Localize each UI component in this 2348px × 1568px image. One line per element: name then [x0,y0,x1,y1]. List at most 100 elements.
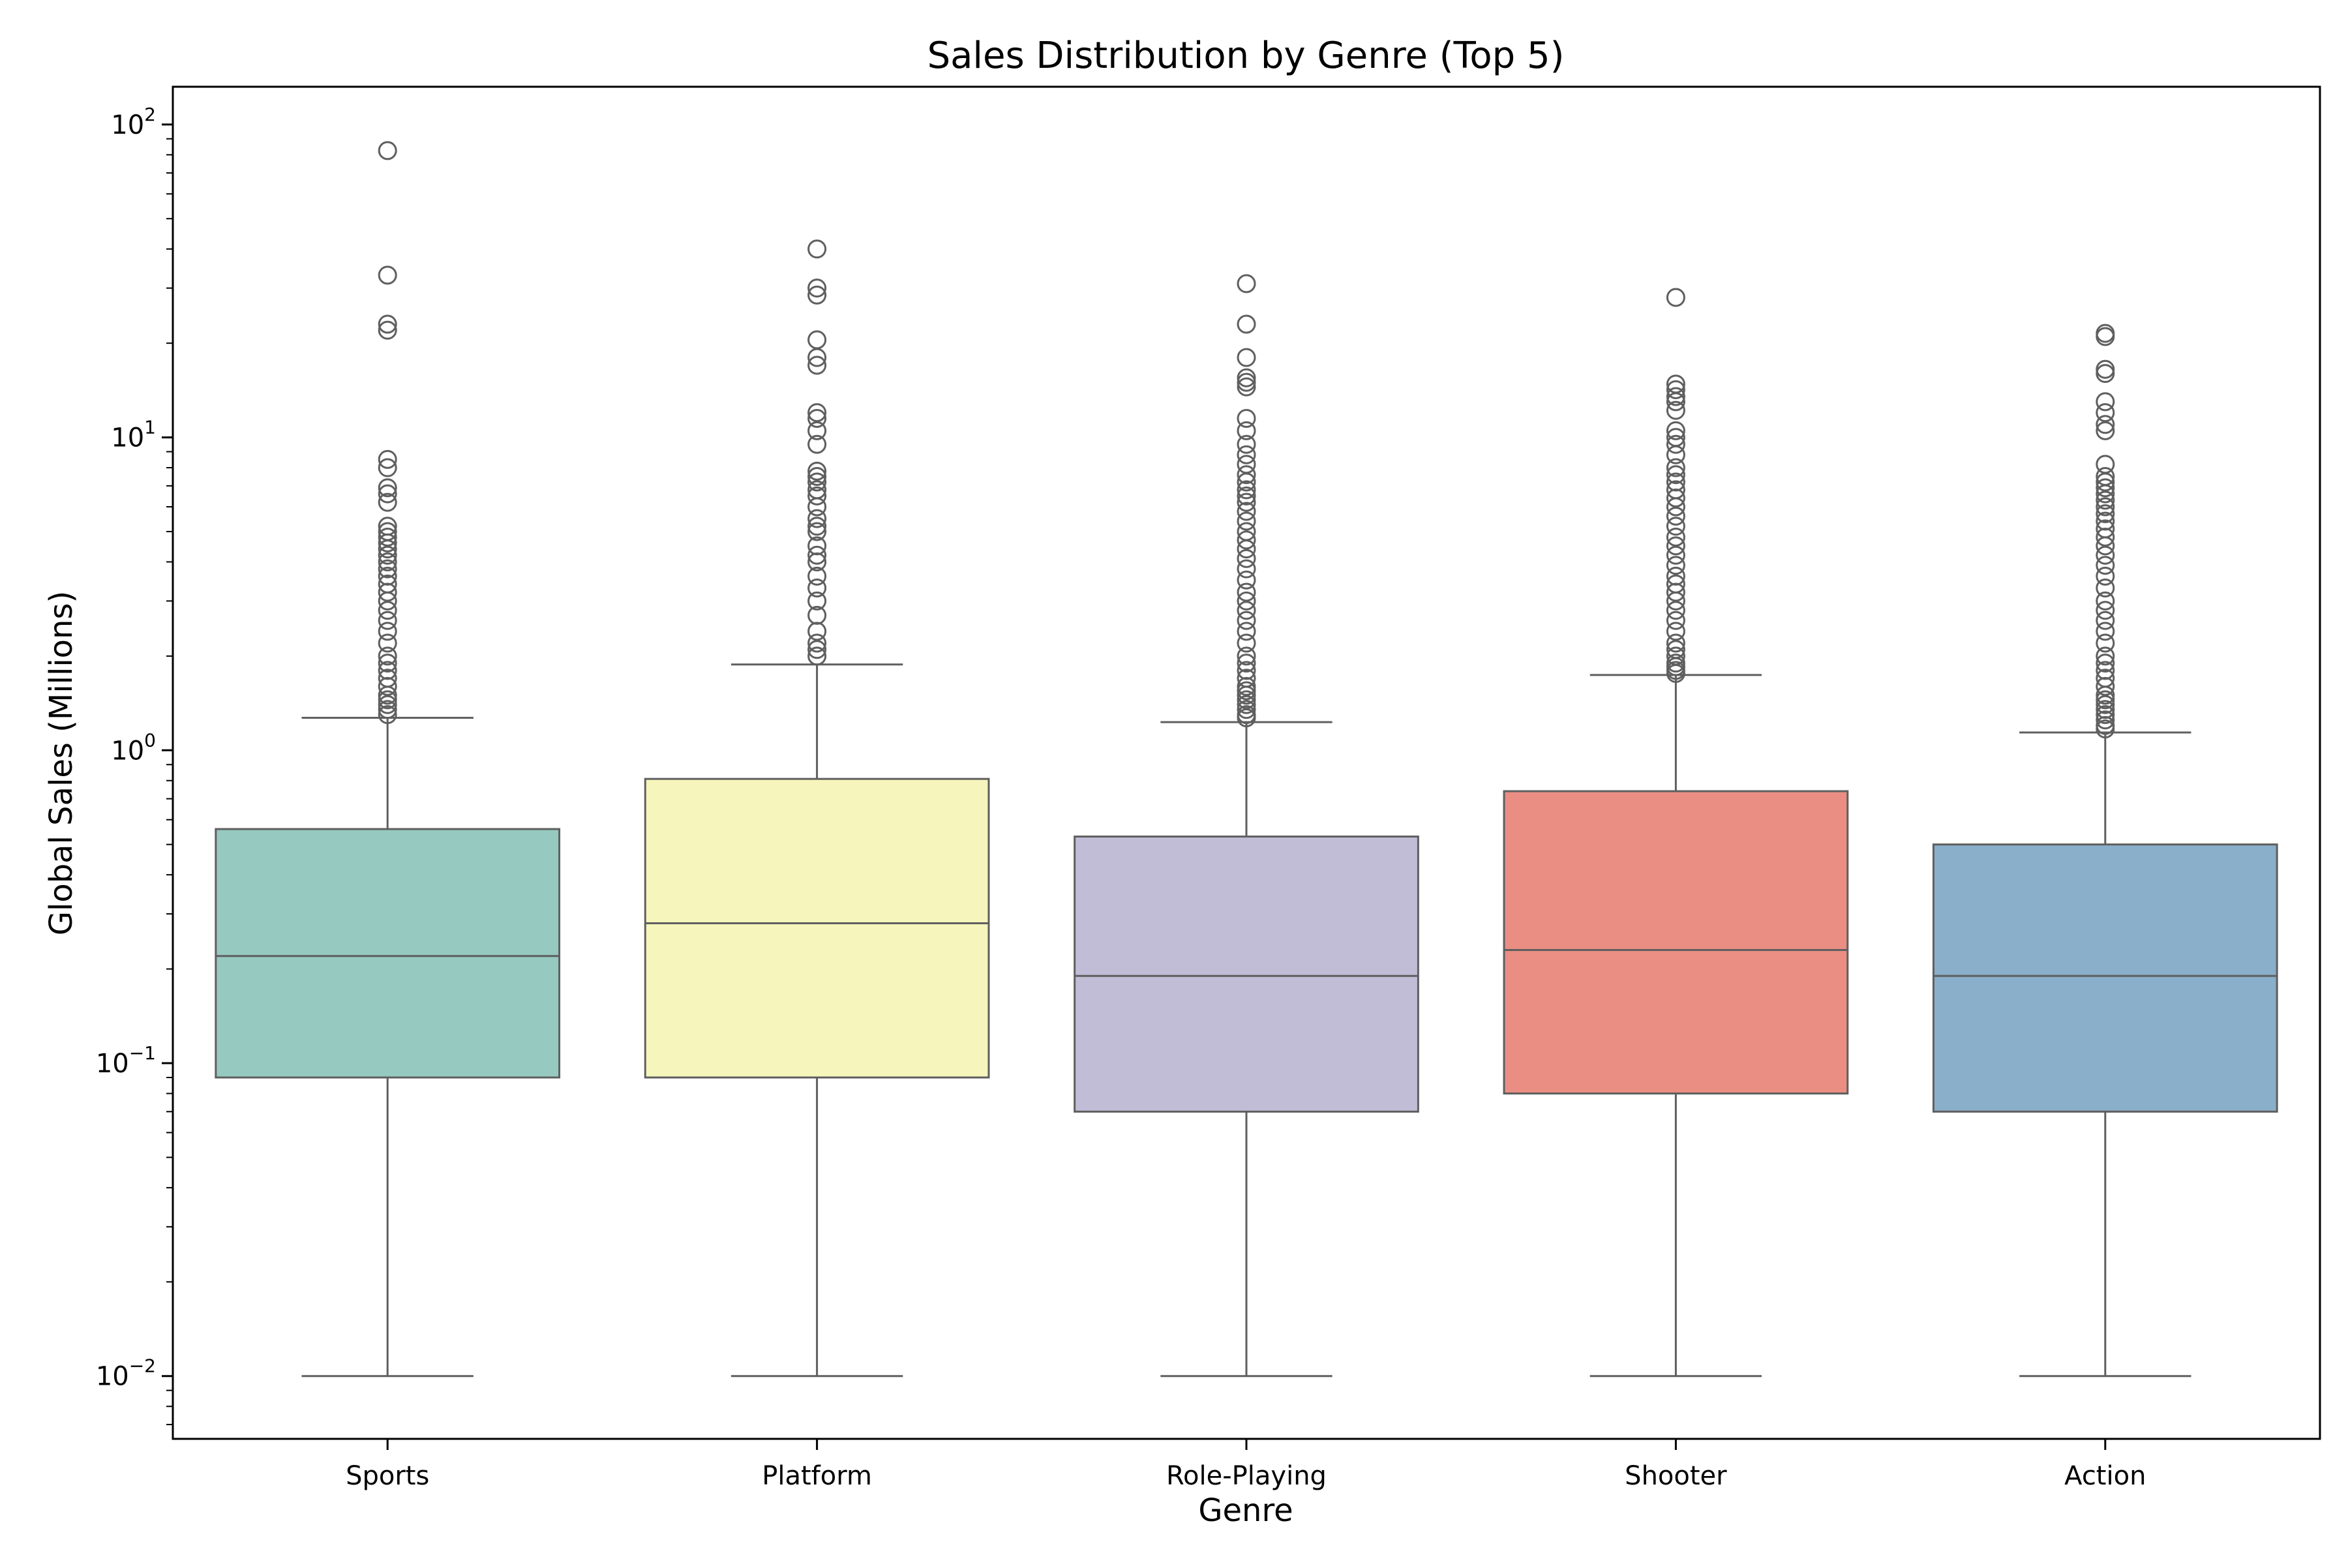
outlier-point [1237,492,1256,512]
outlier-point [1237,570,1256,590]
outlier-point [378,611,397,630]
x-tick-label: Role-Playing [1166,1461,1327,1491]
outlier-point [807,403,827,423]
outlier-point [1237,654,1256,673]
outlier-point [807,348,827,367]
outlier-point [378,686,397,705]
outlier-point [807,509,827,528]
outlier-point [1666,489,1685,508]
outlier-point [2096,633,2115,653]
outlier-point [1666,392,1685,412]
outlier-point [2096,695,2115,714]
outlier-point [378,545,397,565]
outlier-point [807,421,827,440]
outlier-point [1237,690,1256,710]
outlier-point [378,695,397,714]
outlier-point [1237,582,1256,602]
outlier-point [807,355,827,375]
outlier-point [1237,486,1256,505]
x-tick-label: Platform [762,1461,872,1491]
outlier-point [1666,601,1685,620]
outlier-point [1666,622,1685,641]
outlier-point [1237,539,1256,559]
outlier-point [1237,372,1256,392]
y-axis: 10−2 10−1 100 101 102 [96,104,173,1426]
outlier-point [1666,421,1685,440]
outlier-point [378,705,397,725]
outlier-point [807,486,827,505]
outlier-point [2096,359,2115,379]
outlier-point [1237,681,1256,701]
outlier-point [378,527,397,547]
box-group-role-playing [1074,274,1419,1378]
outlier-point [1666,506,1685,526]
outlier-point [807,640,827,659]
outlier-point [807,408,827,428]
outlier-point [2096,676,2115,696]
outlier-point [1237,445,1256,464]
outlier-point [807,434,827,454]
outlier-point [1666,664,1685,684]
outlier-point [807,472,827,492]
x-tick-label: Action [2064,1461,2146,1491]
outlier-point [2096,392,2115,412]
outlier-point [378,478,397,498]
outlier-point [1237,480,1256,500]
outlier-point [1237,408,1256,428]
box-iqr [644,777,990,1079]
outlier-point [2096,566,2115,586]
y-tick-label: 102 [111,104,156,140]
outlier-point [1666,536,1685,556]
box-group-shooter [1503,288,1849,1378]
outlier-point [807,467,827,487]
outlier-point [2096,705,2115,725]
outlier-point [807,522,827,541]
outlier-point [378,622,397,641]
outlier-point [1237,549,1256,568]
outlier-point [1237,434,1256,454]
outlier-point [378,654,397,673]
outlier-point [378,492,397,512]
outlier-point [378,314,397,334]
outlier-point [807,552,827,571]
outlier-point [2096,504,2115,524]
outlier-point [2096,490,2115,510]
outlier-point [807,239,827,259]
outlier-point [1666,582,1685,602]
outlier-point [1666,497,1685,517]
x-tick-label: Sports [346,1461,429,1491]
outlier-point [2096,478,2115,498]
y-tick-label: 10−2 [96,1355,156,1392]
outlier-point [807,633,827,653]
outlier-point [2096,545,2115,565]
outlier-point [1666,545,1685,565]
outlier-point [378,582,397,602]
outlier-point [2096,527,2115,547]
outlier-point [1666,465,1685,485]
outlier-point [1666,556,1685,575]
x-axis: Sports Platform Role-Playing Shooter Action [346,1439,2146,1491]
outlier-point [378,449,397,469]
outlier-point [1666,591,1685,611]
box-iqr [1932,843,2278,1113]
boxes-layer [215,141,2278,1378]
x-tick-label: Shooter [1625,1461,1727,1491]
outlier-point [1666,445,1685,464]
outlier-point [1237,591,1256,611]
outlier-point [807,285,827,305]
outlier-point [1237,646,1256,666]
outlier-point [1237,502,1256,521]
outlier-point [2096,327,2115,346]
outlier-point [807,591,827,611]
outlier-point [1666,387,1685,406]
outlier-point [2096,484,2115,504]
outlier-point [807,646,827,666]
outlier-point [2096,364,2115,384]
box-iqr [1503,790,1849,1095]
outlier-point [378,320,397,340]
outlier-point [2096,646,2115,666]
outlier-point [378,552,397,571]
outlier-point [1666,434,1685,454]
outlier-point [1237,511,1256,531]
